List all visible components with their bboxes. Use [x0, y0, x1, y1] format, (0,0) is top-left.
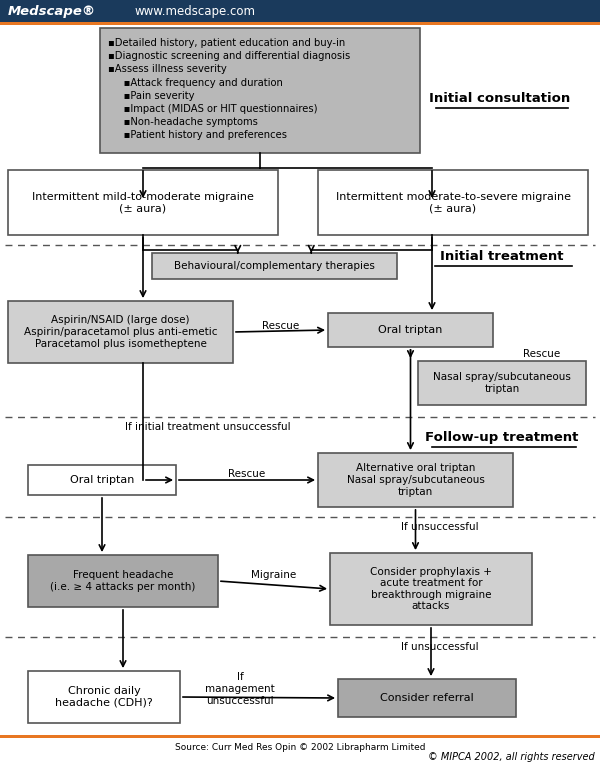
Bar [318, 453, 513, 507]
Text: Behavioural/complementary therapies: Behavioural/complementary therapies [174, 261, 375, 271]
Text: If unsuccessful: If unsuccessful [401, 522, 479, 532]
Bar [0, 0, 600, 22]
Bar [328, 313, 493, 347]
Text: Frequent headache
(i.e. ≥ 4 attacks per month): Frequent headache (i.e. ≥ 4 attacks per … [50, 570, 196, 592]
Text: Intermittent moderate-to-severe migraine
(± aura): Intermittent moderate-to-severe migraine… [335, 192, 571, 213]
Text: If unsuccessful: If unsuccessful [401, 642, 479, 652]
Text: Aspirin/NSAID (large dose)
Aspirin/paracetamol plus anti-emetic
Paracetamol plus: Aspirin/NSAID (large dose) Aspirin/parac… [24, 315, 217, 349]
Bar [0, 735, 600, 738]
Text: Intermittent mild-to-moderate migraine
(± aura): Intermittent mild-to-moderate migraine (… [32, 192, 254, 213]
Bar [338, 679, 516, 717]
Text: Rescue: Rescue [262, 321, 299, 331]
Bar [0, 22, 600, 25]
Text: Rescue: Rescue [229, 469, 266, 479]
Text: Oral triptan: Oral triptan [379, 325, 443, 335]
Text: Medscape®: Medscape® [8, 5, 96, 18]
Text: Follow-up treatment: Follow-up treatment [425, 431, 578, 444]
Text: Source: Curr Med Res Opin © 2002 Librapharm Limited: Source: Curr Med Res Opin © 2002 Libraph… [175, 743, 425, 751]
Text: Alternative oral triptan
Nasal spray/subcutaneous
triptan: Alternative oral triptan Nasal spray/sub… [347, 464, 484, 496]
Text: Initial treatment: Initial treatment [440, 249, 564, 262]
Text: Nasal spray/subcutaneous
triptan: Nasal spray/subcutaneous triptan [433, 373, 571, 394]
Bar [152, 253, 397, 279]
Text: If initial treatment unsuccessful: If initial treatment unsuccessful [125, 422, 291, 432]
Text: Migraine: Migraine [251, 570, 296, 580]
Bar [8, 301, 233, 363]
Text: © MIPCA 2002, all rights reserved: © MIPCA 2002, all rights reserved [428, 752, 595, 762]
Bar [418, 361, 586, 405]
Text: Rescue: Rescue [523, 349, 560, 359]
Text: ▪Detailed history, patient education and buy-in
▪Diagnostic screening and differ: ▪Detailed history, patient education and… [108, 38, 350, 141]
Bar [330, 553, 532, 625]
Bar [28, 465, 176, 495]
Bar [8, 170, 278, 235]
Text: Consider referral: Consider referral [380, 693, 474, 703]
Text: Consider prophylaxis +
acute treatment for
breakthrough migraine
attacks: Consider prophylaxis + acute treatment f… [370, 567, 492, 611]
Text: Initial consultation: Initial consultation [430, 92, 571, 105]
Text: Oral triptan: Oral triptan [70, 475, 134, 485]
Text: www.medscape.com: www.medscape.com [134, 5, 256, 18]
Text: If
management
unsuccessful: If management unsuccessful [205, 672, 275, 705]
Bar [100, 28, 420, 153]
Bar [318, 170, 588, 235]
Bar [28, 555, 218, 607]
Bar [28, 671, 180, 723]
Text: Chronic daily
headache (CDH)?: Chronic daily headache (CDH)? [55, 686, 153, 708]
